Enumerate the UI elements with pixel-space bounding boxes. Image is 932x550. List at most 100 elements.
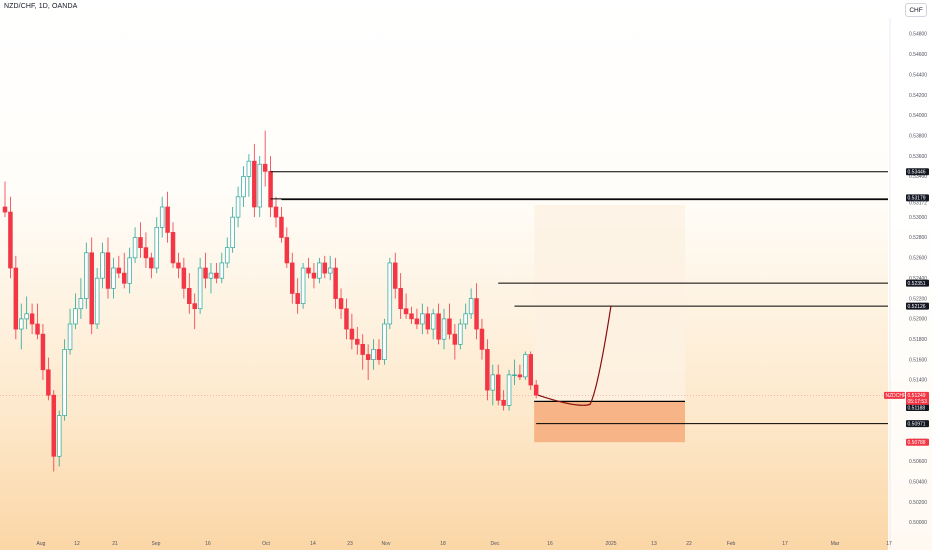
- candle: [176, 252, 181, 279]
- candle: [349, 313, 355, 350]
- candle: [468, 288, 474, 319]
- price-axis[interactable]: 0.54800 0.54600 0.54400 0.54200 0.54000 0.538…: [888, 0, 932, 550]
- y-tick-label: 0.53800: [909, 133, 927, 139]
- y-tick-label: 0.50000: [909, 520, 927, 526]
- candle-body: [376, 349, 382, 360]
- candle: [355, 327, 360, 355]
- level-price-tag: 0.53446: [906, 168, 929, 176]
- level-price-tag-bg: [906, 302, 929, 310]
- candle: [344, 298, 349, 340]
- candle: [35, 303, 40, 340]
- candle: [56, 410, 62, 467]
- candle: [284, 227, 290, 269]
- candle: [230, 206, 235, 253]
- candle: [523, 351, 528, 380]
- projection-curve: [537, 305, 612, 406]
- candle: [317, 257, 322, 284]
- candle-body: [154, 226, 160, 269]
- candle-body: [300, 267, 306, 304]
- x-tick-label: Sep: [152, 541, 161, 547]
- candle: [387, 257, 393, 330]
- candle-body: [452, 333, 458, 345]
- currency-badge[interactable]: CHF: [905, 3, 927, 17]
- candle: [187, 273, 192, 314]
- candle-body: [506, 374, 512, 406]
- candle-body: [165, 206, 170, 233]
- x-tick-label: 18: [440, 541, 446, 547]
- candle: [89, 237, 94, 335]
- candle: [29, 303, 35, 335]
- candle-body: [40, 333, 46, 371]
- candle: [273, 196, 279, 228]
- candle: [84, 242, 89, 309]
- candle-body: [24, 313, 29, 320]
- candle: [512, 359, 517, 386]
- x-tick-label: Mar: [831, 541, 840, 547]
- candle-body: [78, 298, 84, 310]
- candle-body: [241, 176, 246, 198]
- projection-layer: [537, 305, 612, 406]
- candle-body: [273, 206, 279, 218]
- candle-body: [268, 171, 273, 208]
- candle-body: [523, 354, 528, 378]
- candle-body: [463, 313, 468, 325]
- candle-body: [111, 267, 116, 289]
- candle: [105, 237, 111, 299]
- candle: [13, 255, 19, 340]
- candle: [46, 357, 51, 401]
- candle-body: [295, 293, 300, 304]
- candle: [398, 273, 403, 319]
- candle: [62, 339, 67, 421]
- last-price-value: 0.51249: [908, 393, 926, 399]
- candle-body: [73, 308, 78, 325]
- candle: [246, 154, 252, 197]
- candle-body: [420, 313, 425, 325]
- candle: [208, 262, 214, 294]
- symbol-tag-bg: [884, 391, 905, 399]
- candle-body: [262, 163, 268, 172]
- candle-body: [219, 262, 225, 279]
- candle: [165, 191, 170, 243]
- candle-body: [8, 211, 13, 269]
- candle: [327, 255, 333, 281]
- time-axis[interactable]: Aug 12 21 Sep 16 Oct 14 23 Nov 18 Dec 16 2025 13 22 Feb…: [37, 541, 892, 547]
- candle: [127, 247, 132, 294]
- candle-body: [425, 313, 431, 330]
- candle: [73, 293, 78, 330]
- candle-body: [414, 318, 420, 325]
- y-tick-label: 0.54000: [909, 113, 927, 119]
- candle-body: [387, 262, 393, 325]
- candle-body: [398, 288, 403, 310]
- candle-body: [338, 298, 344, 310]
- y-tick-label: 0.50400: [909, 479, 927, 485]
- candle-body: [121, 272, 127, 284]
- candle: [100, 242, 105, 289]
- candle-body: [403, 308, 409, 315]
- candle: [2, 181, 8, 218]
- level-price-tag-bg: [906, 420, 929, 428]
- candle: [501, 390, 506, 411]
- candle: [268, 156, 273, 218]
- candle: [420, 303, 425, 335]
- x-tick-label: 17: [886, 541, 892, 547]
- candle: [485, 339, 490, 401]
- candle-body: [409, 313, 414, 320]
- candle-body: [436, 313, 441, 340]
- x-tick-label: 17: [782, 541, 788, 547]
- candle-body: [224, 247, 230, 264]
- candle: [203, 252, 208, 289]
- y-tick-label: 0.54800: [909, 32, 927, 38]
- y-tick-label: 0.52200: [909, 296, 927, 302]
- symbol-title[interactable]: NZD/CHF, 1D, OANDA: [4, 3, 78, 10]
- candle: [143, 232, 149, 269]
- candle: [447, 303, 452, 340]
- candle: [8, 196, 13, 279]
- y-tick-label: 0.51600: [909, 357, 927, 363]
- candle: [425, 306, 431, 335]
- x-tick-label: Feb: [727, 541, 736, 547]
- candle: [181, 257, 187, 299]
- candle: [121, 252, 127, 289]
- candle-body: [208, 272, 214, 279]
- candle-body: [56, 415, 62, 457]
